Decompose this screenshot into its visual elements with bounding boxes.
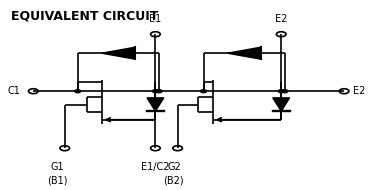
Text: E1/C2: E1/C2 bbox=[141, 162, 170, 172]
Text: E2: E2 bbox=[353, 86, 366, 96]
Text: C1: C1 bbox=[7, 86, 20, 96]
Polygon shape bbox=[147, 98, 164, 111]
Text: (B1): (B1) bbox=[47, 176, 68, 185]
Circle shape bbox=[278, 90, 284, 93]
Text: E1: E1 bbox=[149, 14, 162, 24]
Polygon shape bbox=[102, 47, 135, 59]
Circle shape bbox=[156, 90, 162, 93]
Text: G1: G1 bbox=[51, 162, 64, 172]
Text: (B2): (B2) bbox=[164, 176, 184, 185]
Text: EQUIVALENT CIRCUIT: EQUIVALENT CIRCUIT bbox=[11, 10, 158, 22]
Circle shape bbox=[75, 90, 81, 93]
Polygon shape bbox=[228, 47, 261, 59]
Polygon shape bbox=[273, 98, 290, 111]
Circle shape bbox=[282, 90, 288, 93]
Text: G2: G2 bbox=[167, 162, 181, 172]
Circle shape bbox=[152, 90, 158, 93]
Circle shape bbox=[201, 90, 206, 93]
Text: E2: E2 bbox=[275, 14, 287, 24]
